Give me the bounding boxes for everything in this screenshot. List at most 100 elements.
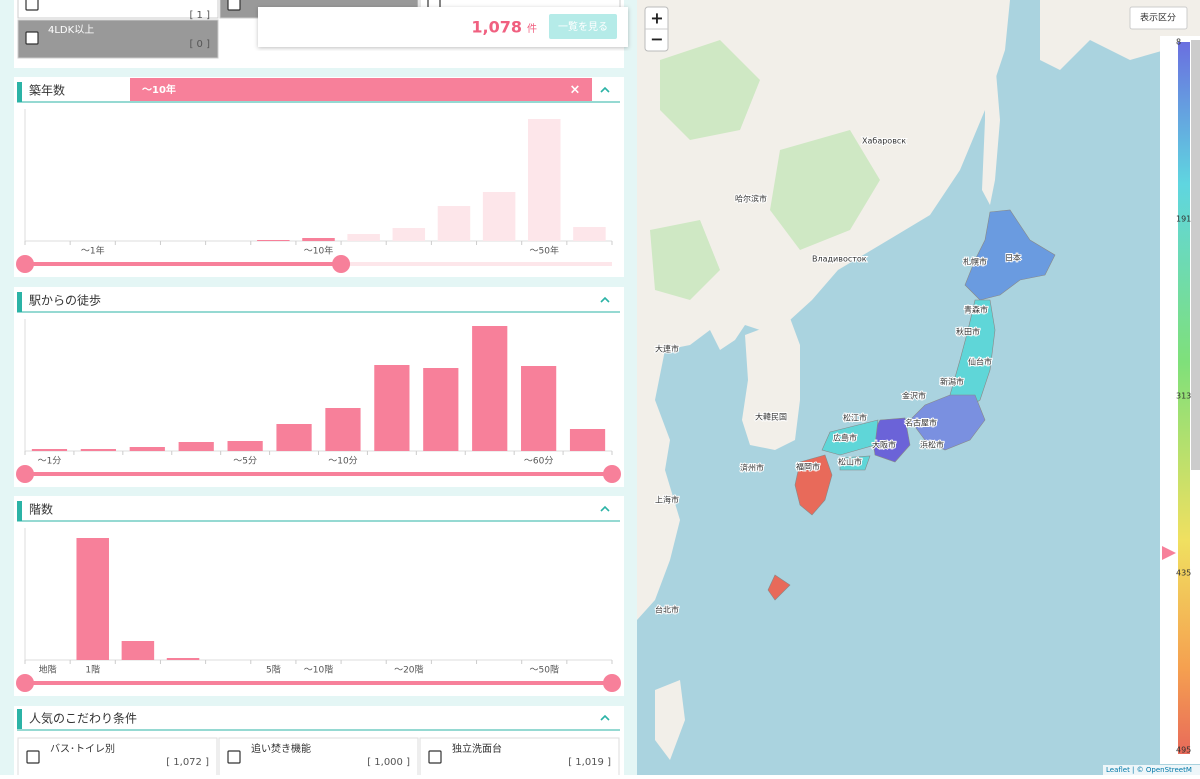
map-label: 青森市	[964, 305, 988, 315]
legend-pointer	[1162, 546, 1176, 560]
bin-label: 〜50階	[530, 665, 559, 676]
map-label: 浜松市	[920, 440, 944, 450]
map-label: 大阪市	[872, 440, 896, 450]
histogram-bar	[178, 442, 214, 451]
option-cell[interactable]	[17, 0, 219, 19]
checkbox[interactable]	[25, 31, 39, 45]
bin-label: 5階	[266, 665, 281, 676]
histogram-bar	[276, 424, 312, 451]
checkbox[interactable]	[227, 750, 241, 764]
checkbox[interactable]	[25, 0, 39, 11]
checkbox[interactable]	[227, 0, 241, 11]
bin-label: 〜5分	[233, 456, 257, 467]
header-accent	[17, 709, 22, 729]
histogram-bar	[437, 206, 471, 241]
list-button-label[interactable]: 一覧を見る	[558, 21, 608, 33]
map-label: 広島市	[833, 433, 857, 443]
option-count: [ 0 ]	[189, 39, 210, 50]
bin-label: 地階	[39, 664, 57, 676]
result-unit: 件	[527, 23, 537, 35]
map-label: 大連市	[655, 344, 679, 354]
slider-handle[interactable]	[603, 465, 621, 483]
histogram-bar	[121, 641, 155, 660]
legend-tick: 495	[1176, 746, 1191, 755]
tag-close[interactable]: ×	[570, 83, 581, 98]
map-label: 新潟市	[940, 377, 964, 387]
map-label: 札幌市	[963, 257, 987, 267]
bin-label: 〜20階	[394, 665, 423, 676]
option-label: 4LDK以上	[48, 24, 94, 36]
map-label: 金沢市	[902, 391, 926, 401]
checkbox[interactable]	[26, 750, 40, 764]
map-label: 大韓民国	[755, 412, 787, 422]
scrollbar	[1191, 40, 1200, 470]
map-label: 哈尔滨市	[735, 194, 767, 204]
histogram-bar	[31, 449, 68, 451]
option-count: [ 1,072 ]	[166, 757, 209, 768]
filter-title: 築年数	[29, 83, 65, 98]
option-cell[interactable]	[17, 19, 219, 59]
histogram-bar	[374, 365, 410, 451]
collapse-chevron[interactable]	[600, 86, 610, 93]
map-label: 仙台市	[968, 357, 992, 367]
zoom-out[interactable]: −	[650, 30, 663, 49]
slider-handle[interactable]	[332, 255, 351, 273]
filter-title: 人気のこだわり条件	[29, 711, 137, 726]
histogram-bar	[129, 447, 165, 451]
option-count: [ 1,000 ]	[367, 757, 410, 768]
zoom-in[interactable]: +	[650, 9, 663, 28]
histogram-bar	[573, 227, 606, 241]
histogram-bar	[472, 326, 508, 451]
map-label: 松江市	[843, 413, 867, 423]
map-label: Хабаровск	[862, 137, 906, 146]
option-label: 追い焚き機能	[251, 742, 311, 755]
legend-tick: 191	[1176, 215, 1191, 224]
bin-label: 〜50年	[530, 245, 559, 257]
map-label: 秋田市	[956, 327, 980, 337]
attribution-bg	[1103, 765, 1200, 775]
collapse-chevron[interactable]	[600, 714, 610, 721]
selected-tag	[130, 78, 592, 101]
map-label: 名古屋市	[905, 418, 937, 428]
option-label: バス･トイレ別	[50, 743, 115, 755]
histogram-bar	[569, 429, 606, 451]
collapse-chevron[interactable]	[600, 505, 610, 512]
histogram-bar	[80, 449, 116, 451]
slider-handle[interactable]	[16, 255, 34, 273]
bin-label: 〜60分	[524, 456, 553, 467]
option-label: 独立洗面台	[452, 742, 502, 755]
slider-handle[interactable]	[603, 674, 621, 692]
histogram-bar	[392, 228, 426, 241]
legend-colorbar	[1178, 42, 1190, 754]
collapse-chevron[interactable]	[600, 296, 610, 303]
selected-tag-label: 〜10年	[142, 83, 176, 96]
option-cell[interactable]	[17, 737, 218, 779]
display-toggle-label[interactable]: 表示区分	[1140, 12, 1176, 24]
histogram-bar	[521, 366, 557, 451]
histogram-bar	[76, 538, 109, 660]
histogram-bar	[325, 408, 361, 451]
bin-label: 〜1分	[38, 456, 62, 467]
option-cell[interactable]	[419, 737, 620, 779]
map-label: 台北市	[655, 605, 679, 615]
display-toggle[interactable]	[1129, 6, 1188, 30]
list-button[interactable]	[549, 14, 617, 39]
legend-tick: 313	[1176, 392, 1191, 401]
bin-label: 〜10階	[304, 665, 333, 676]
header-accent	[17, 292, 22, 312]
checkbox[interactable]	[428, 750, 442, 764]
histogram-bar	[166, 658, 200, 660]
bin-label: 〜10分	[328, 456, 357, 467]
slider-handle[interactable]	[16, 674, 34, 692]
histogram-bar	[423, 368, 459, 451]
map-label: 日本	[1005, 253, 1021, 263]
histogram-bar	[302, 238, 335, 241]
result-count: 1,078	[471, 18, 522, 37]
option-cell[interactable]	[218, 737, 419, 779]
slider-handle[interactable]	[16, 465, 34, 483]
histogram-bar	[347, 234, 380, 241]
histogram-bar	[257, 240, 290, 241]
attribution[interactable]: Leaflet | © OpenStreetM	[1106, 766, 1192, 774]
header-accent	[17, 82, 22, 102]
map-land	[637, 0, 1200, 760]
